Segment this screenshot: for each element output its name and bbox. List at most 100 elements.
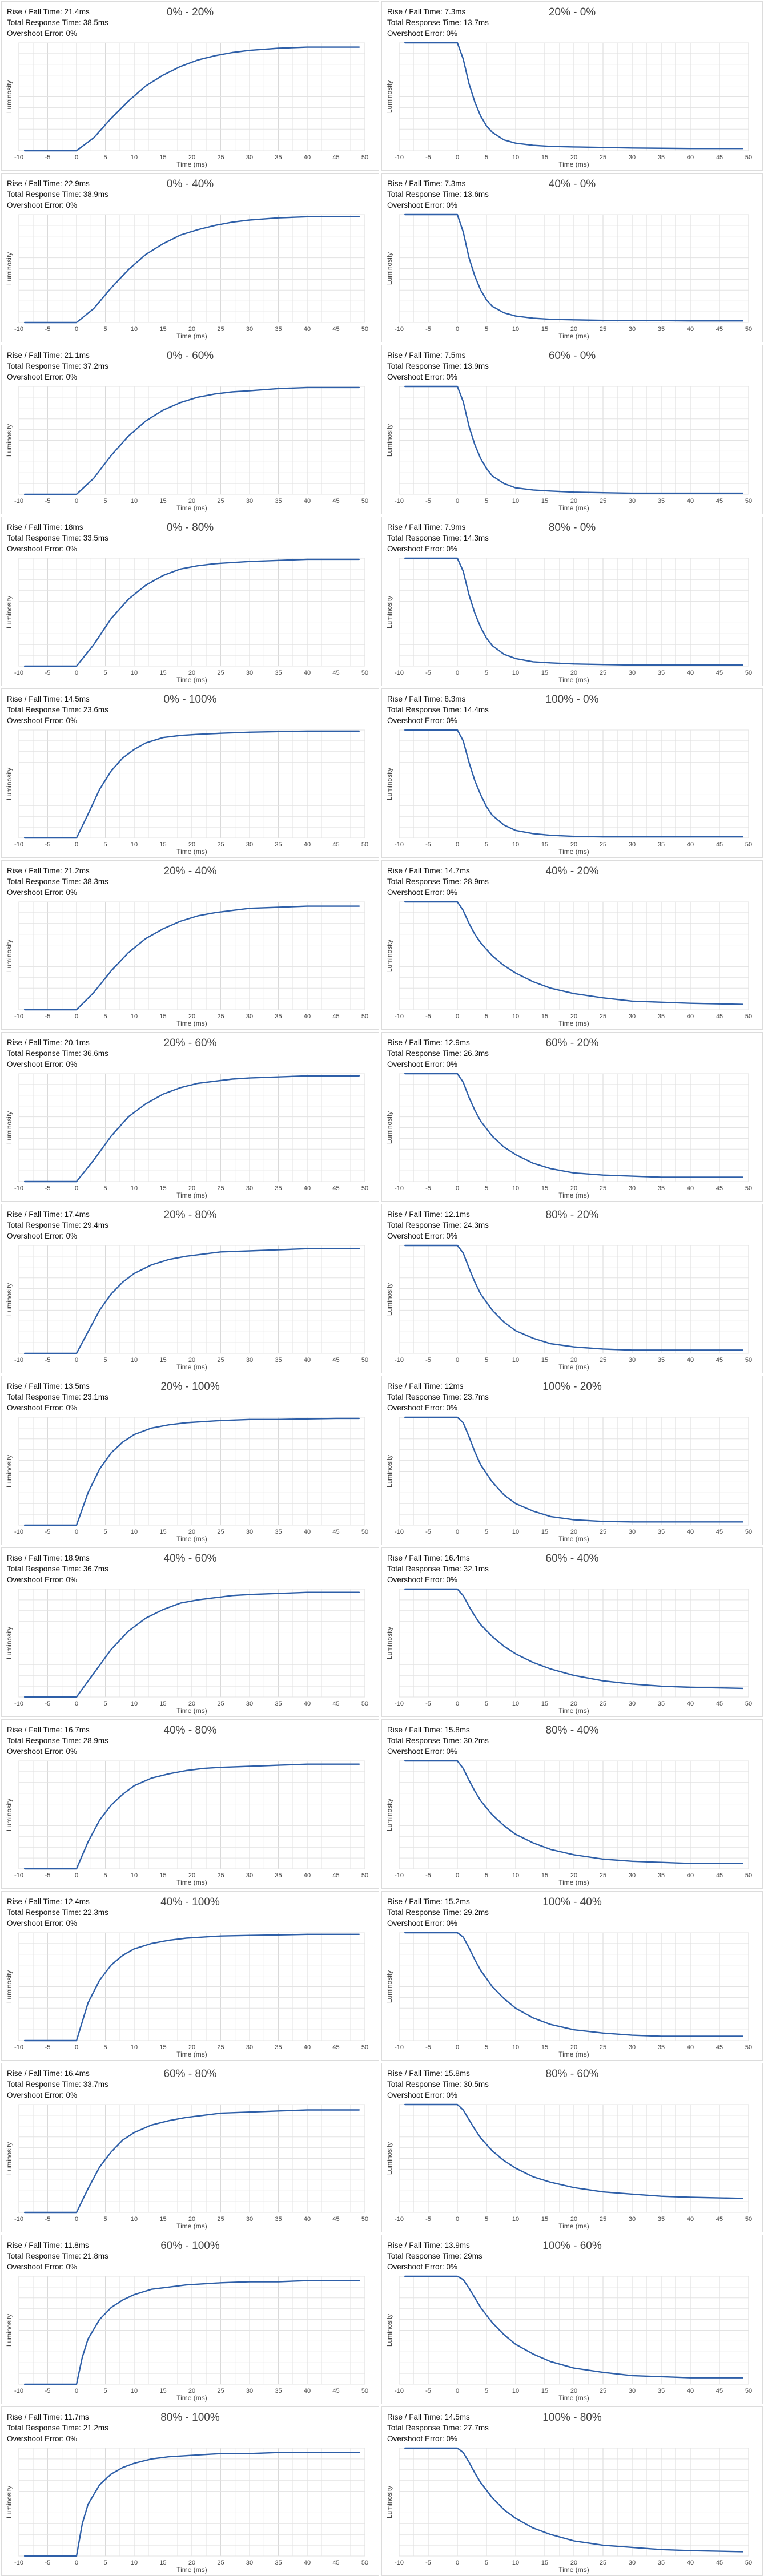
x-tick-label: 0 [75, 1357, 78, 1364]
luminosity-series-line [404, 557, 743, 666]
x-tick-label: 30 [246, 498, 253, 505]
x-tick-label: 45 [716, 498, 723, 505]
stat-line: Total Response Time: 37.2ms [7, 362, 108, 370]
y-axis-label: Luminosity [385, 1970, 393, 2003]
luminosity-series-line [404, 1588, 743, 1690]
x-tick-label: 50 [745, 1357, 752, 1364]
stat-line: Overshoot Error: 0% [7, 2434, 78, 2443]
x-tick-label: 25 [217, 1872, 224, 1879]
chart-panel: Rise / Fall Time: 12ms Total Response Tim… [381, 1376, 763, 1545]
chart-panel: Rise / Fall Time: 21.4ms Total Response T… [1, 1, 379, 171]
x-tick-label: -10 [395, 326, 404, 333]
x-tick-label: 50 [361, 498, 368, 505]
stat-line: Overshoot Error: 0% [387, 716, 458, 725]
x-axis-label: Time (ms) [176, 848, 207, 856]
plot-area: -10 -5 0 5 10 15 20 25 30 35 40 45 50 Time (ms) Lumino… [5, 1073, 368, 1199]
x-tick-label: -5 [45, 498, 51, 505]
luminosity-series-line [404, 1073, 743, 1178]
y-axis-label: Luminosity [5, 1799, 13, 1831]
x-tick-label: 15 [541, 326, 548, 333]
x-tick-label: 5 [103, 2559, 107, 2566]
x-tick-label: 5 [103, 2044, 107, 2051]
x-tick-label: 40 [687, 154, 694, 161]
x-tick-label: 15 [159, 670, 166, 676]
x-tick-label: 50 [745, 1013, 752, 1020]
x-tick-label: 10 [512, 2044, 519, 2051]
stat-line: Rise / Fall Time: 12.9ms [387, 1038, 470, 1047]
x-axis-label: Time (ms) [558, 1019, 589, 1027]
x-tick-label: -10 [395, 1357, 404, 1364]
x-tick-label: 15 [541, 1872, 548, 1879]
x-tick-label: 5 [485, 841, 488, 848]
chart-panel: Rise / Fall Time: 13.5ms Total Response T… [1, 1376, 379, 1545]
x-tick-label: 15 [159, 2216, 166, 2223]
stats-block: Rise / Fall Time: 14.7ms Total Response T… [387, 865, 489, 898]
x-tick-label: 20 [188, 326, 195, 333]
stat-line: Overshoot Error: 0% [7, 716, 78, 725]
x-tick-label: 35 [658, 2044, 665, 2051]
chart-panel: Rise / Fall Time: 7.9ms Total Response Ti… [381, 517, 763, 686]
stat-line: Rise / Fall Time: 15.8ms [387, 1726, 470, 1734]
y-axis-label: Luminosity [385, 2486, 393, 2518]
stat-line: Total Response Time: 21.2ms [7, 2424, 108, 2432]
stats-block: Rise / Fall Time: 12.4ms Total Response T… [7, 1896, 108, 1929]
x-tick-label: 40 [304, 498, 311, 505]
x-tick-label: 5 [485, 2388, 488, 2394]
x-tick-label: 30 [246, 154, 253, 161]
x-tick-label: 40 [687, 1013, 694, 1020]
x-tick-label: 50 [361, 1529, 368, 1535]
x-axis-label: Time (ms) [558, 676, 589, 684]
x-tick-label: 30 [629, 2559, 636, 2566]
x-tick-label: 20 [188, 1529, 195, 1535]
x-tick-label: 35 [275, 1357, 282, 1364]
plot-area: -10 -5 0 5 10 15 20 25 30 35 40 45 50 Time (ms) Lumino… [5, 2276, 368, 2402]
x-tick-label: 0 [456, 326, 459, 333]
x-tick-label: -5 [425, 2216, 431, 2223]
x-tick-label: 5 [103, 1013, 107, 1020]
x-tick-label: 35 [275, 2044, 282, 2051]
luminosity-series-line [404, 2447, 743, 2553]
x-tick-label: 0 [456, 498, 459, 505]
x-tick-label: 50 [361, 1357, 368, 1364]
stat-line: Rise / Fall Time: 16.7ms [7, 1726, 90, 1734]
x-tick-label: 45 [716, 1185, 723, 1192]
x-tick-label: 20 [188, 2044, 195, 2051]
luminosity-series-line [23, 1591, 360, 1698]
plot-area: -10 -5 0 5 10 15 20 25 30 35 40 45 50 Time (ms) Lumino… [385, 2103, 752, 2230]
stats-block: Rise / Fall Time: 16.4ms Total Response T… [387, 1553, 489, 1585]
x-tick-label: 30 [629, 1700, 636, 1707]
x-tick-label: 10 [512, 154, 519, 161]
x-tick-label: 0 [75, 670, 78, 676]
plot-area: -10 -5 0 5 10 15 20 25 30 35 40 45 50 Time (ms) Lumino… [385, 729, 752, 856]
x-tick-label: 35 [275, 2216, 282, 2223]
stats-block: Rise / Fall Time: 13.9ms Total Response T… [387, 2240, 482, 2272]
x-tick-label: 30 [629, 2044, 636, 2051]
chart-panel: Rise / Fall Time: 16.4ms Total Response T… [1, 2063, 379, 2232]
stat-line: Rise / Fall Time: 13.9ms [387, 2241, 470, 2250]
x-tick-label: 10 [512, 326, 519, 333]
y-axis-label: Luminosity [5, 768, 13, 800]
x-tick-label: 30 [246, 1872, 253, 1879]
x-tick-label: 5 [485, 1185, 488, 1192]
stat-line: Overshoot Error: 0% [387, 1575, 458, 1584]
x-tick-label: 10 [512, 1185, 519, 1192]
stats-block: Rise / Fall Time: 20.1ms Total Response T… [7, 1037, 108, 1070]
x-tick-label: 0 [456, 1872, 459, 1879]
x-tick-label: 25 [600, 2559, 606, 2566]
x-tick-label: 5 [103, 841, 107, 848]
x-tick-label: 15 [541, 1357, 548, 1364]
x-tick-label: -5 [425, 1013, 431, 1020]
x-tick-label: 40 [687, 2388, 694, 2394]
x-tick-label: -5 [425, 841, 431, 848]
x-tick-label: 10 [131, 841, 138, 848]
x-tick-label: 20 [570, 2044, 577, 2051]
x-tick-label: 30 [629, 1013, 636, 1020]
x-tick-label: 25 [600, 2216, 606, 2223]
x-tick-label: 20 [188, 154, 195, 161]
stat-line: Rise / Fall Time: 12ms [387, 1382, 464, 1390]
x-tick-label: 30 [246, 1700, 253, 1707]
x-tick-label: 0 [75, 2044, 78, 2051]
x-tick-label: 0 [75, 498, 78, 505]
stat-line: Total Response Time: 13.7ms [387, 18, 489, 27]
stat-line: Rise / Fall Time: 14.5ms [7, 695, 90, 703]
